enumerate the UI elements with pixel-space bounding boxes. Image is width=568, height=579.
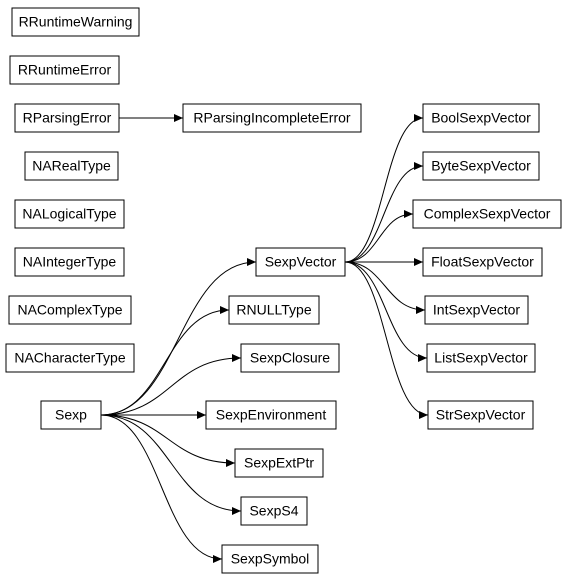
node-SexpS4: SexpS4: [241, 497, 307, 525]
arrowhead-icon: [220, 306, 229, 314]
node-SexpVector: SexpVector: [256, 248, 345, 276]
arrowhead-icon: [404, 210, 413, 218]
node-label: Sexp: [55, 407, 87, 423]
node-label: RRuntimeWarning: [19, 14, 133, 30]
node-ByteSexpVector: ByteSexpVector: [423, 152, 539, 180]
node-label: RNULLType: [236, 302, 311, 318]
edge-SexpVector-to-IntSexpVector: [345, 262, 425, 310]
arrowhead-icon: [232, 507, 241, 515]
node-SexpClosure: SexpClosure: [241, 344, 339, 372]
node-label: ByteSexpVector: [431, 158, 531, 174]
arrowhead-icon: [416, 306, 425, 314]
node-label: NARealType: [32, 158, 111, 174]
node-RRuntimeError: RRuntimeError: [10, 56, 119, 84]
edge-SexpVector-to-ListSexpVector: [345, 262, 427, 358]
node-FloatSexpVector: FloatSexpVector: [423, 248, 542, 276]
node-SexpEnvironment: SexpEnvironment: [206, 401, 336, 429]
node-RParsingError: RParsingError: [15, 104, 119, 132]
arrowhead-icon: [414, 258, 423, 266]
node-label: RRuntimeError: [18, 62, 112, 78]
class-diagram: RRuntimeWarning RRuntimeError RParsingErro…: [0, 0, 568, 579]
node-label: SexpEnvironment: [216, 407, 327, 423]
node-NAComplexType: NAComplexType: [9, 296, 131, 324]
node-label: SexpExtPtr: [244, 455, 314, 471]
arrowhead-icon: [419, 411, 428, 419]
edge-Sexp-to-SexpSymbol: [101, 415, 222, 559]
node-label: NACharacterType: [14, 350, 125, 366]
node-label: SexpSymbol: [231, 551, 310, 567]
node-SexpExtPtr: SexpExtPtr: [235, 449, 323, 477]
node-StrSexpVector: StrSexpVector: [428, 401, 533, 429]
node-label: ComplexSexpVector: [424, 206, 551, 222]
node-NAIntegerType: NAIntegerType: [15, 248, 124, 276]
node-NALogicalType: NALogicalType: [15, 200, 124, 228]
edge-SexpVector-to-ComplexSexpVector: [345, 214, 413, 262]
node-NARealType: NARealType: [25, 152, 118, 180]
node-label: NALogicalType: [22, 206, 116, 222]
node-label: StrSexpVector: [436, 407, 526, 423]
arrowhead-icon: [213, 555, 222, 563]
arrowhead-icon: [418, 354, 427, 362]
node-ComplexSexpVector: ComplexSexpVector: [413, 200, 561, 228]
arrowhead-icon: [174, 114, 183, 122]
node-label: ListSexpVector: [434, 350, 528, 366]
node-label: NAIntegerType: [23, 254, 117, 270]
node-ListSexpVector: ListSexpVector: [427, 344, 535, 372]
edge-SexpVector-to-BoolSexpVector: [345, 118, 423, 262]
node-BoolSexpVector: BoolSexpVector: [423, 104, 539, 132]
node-label: BoolSexpVector: [431, 110, 531, 126]
edge-Sexp-to-SexpVector: [101, 262, 256, 415]
node-label: RParsingIncompleteError: [193, 110, 351, 126]
node-RRuntimeWarning: RRuntimeWarning: [12, 8, 139, 36]
node-IntSexpVector: IntSexpVector: [425, 296, 528, 324]
arrowhead-icon: [232, 354, 241, 362]
node-label: IntSexpVector: [433, 302, 521, 318]
node-label: SexpS4: [249, 503, 298, 519]
node-RNULLType: RNULLType: [229, 296, 319, 324]
node-label: FloatSexpVector: [431, 254, 534, 270]
edge-SexpVector-to-StrSexpVector: [345, 262, 428, 415]
node-RParsingIncompleteError: RParsingIncompleteError: [183, 104, 361, 132]
node-SexpSymbol: SexpSymbol: [222, 545, 318, 573]
arrowhead-icon: [197, 411, 206, 419]
arrowhead-icon: [414, 162, 423, 170]
node-label: RParsingError: [23, 110, 112, 126]
arrowhead-icon: [226, 459, 235, 467]
arrowhead-icon: [247, 258, 256, 266]
arrowhead-icon: [414, 114, 423, 122]
node-Sexp: Sexp: [41, 401, 101, 429]
node-NACharacterType: NACharacterType: [6, 344, 134, 372]
node-label: NAComplexType: [17, 302, 122, 318]
node-label: SexpVector: [265, 254, 337, 270]
node-label: SexpClosure: [250, 350, 330, 366]
